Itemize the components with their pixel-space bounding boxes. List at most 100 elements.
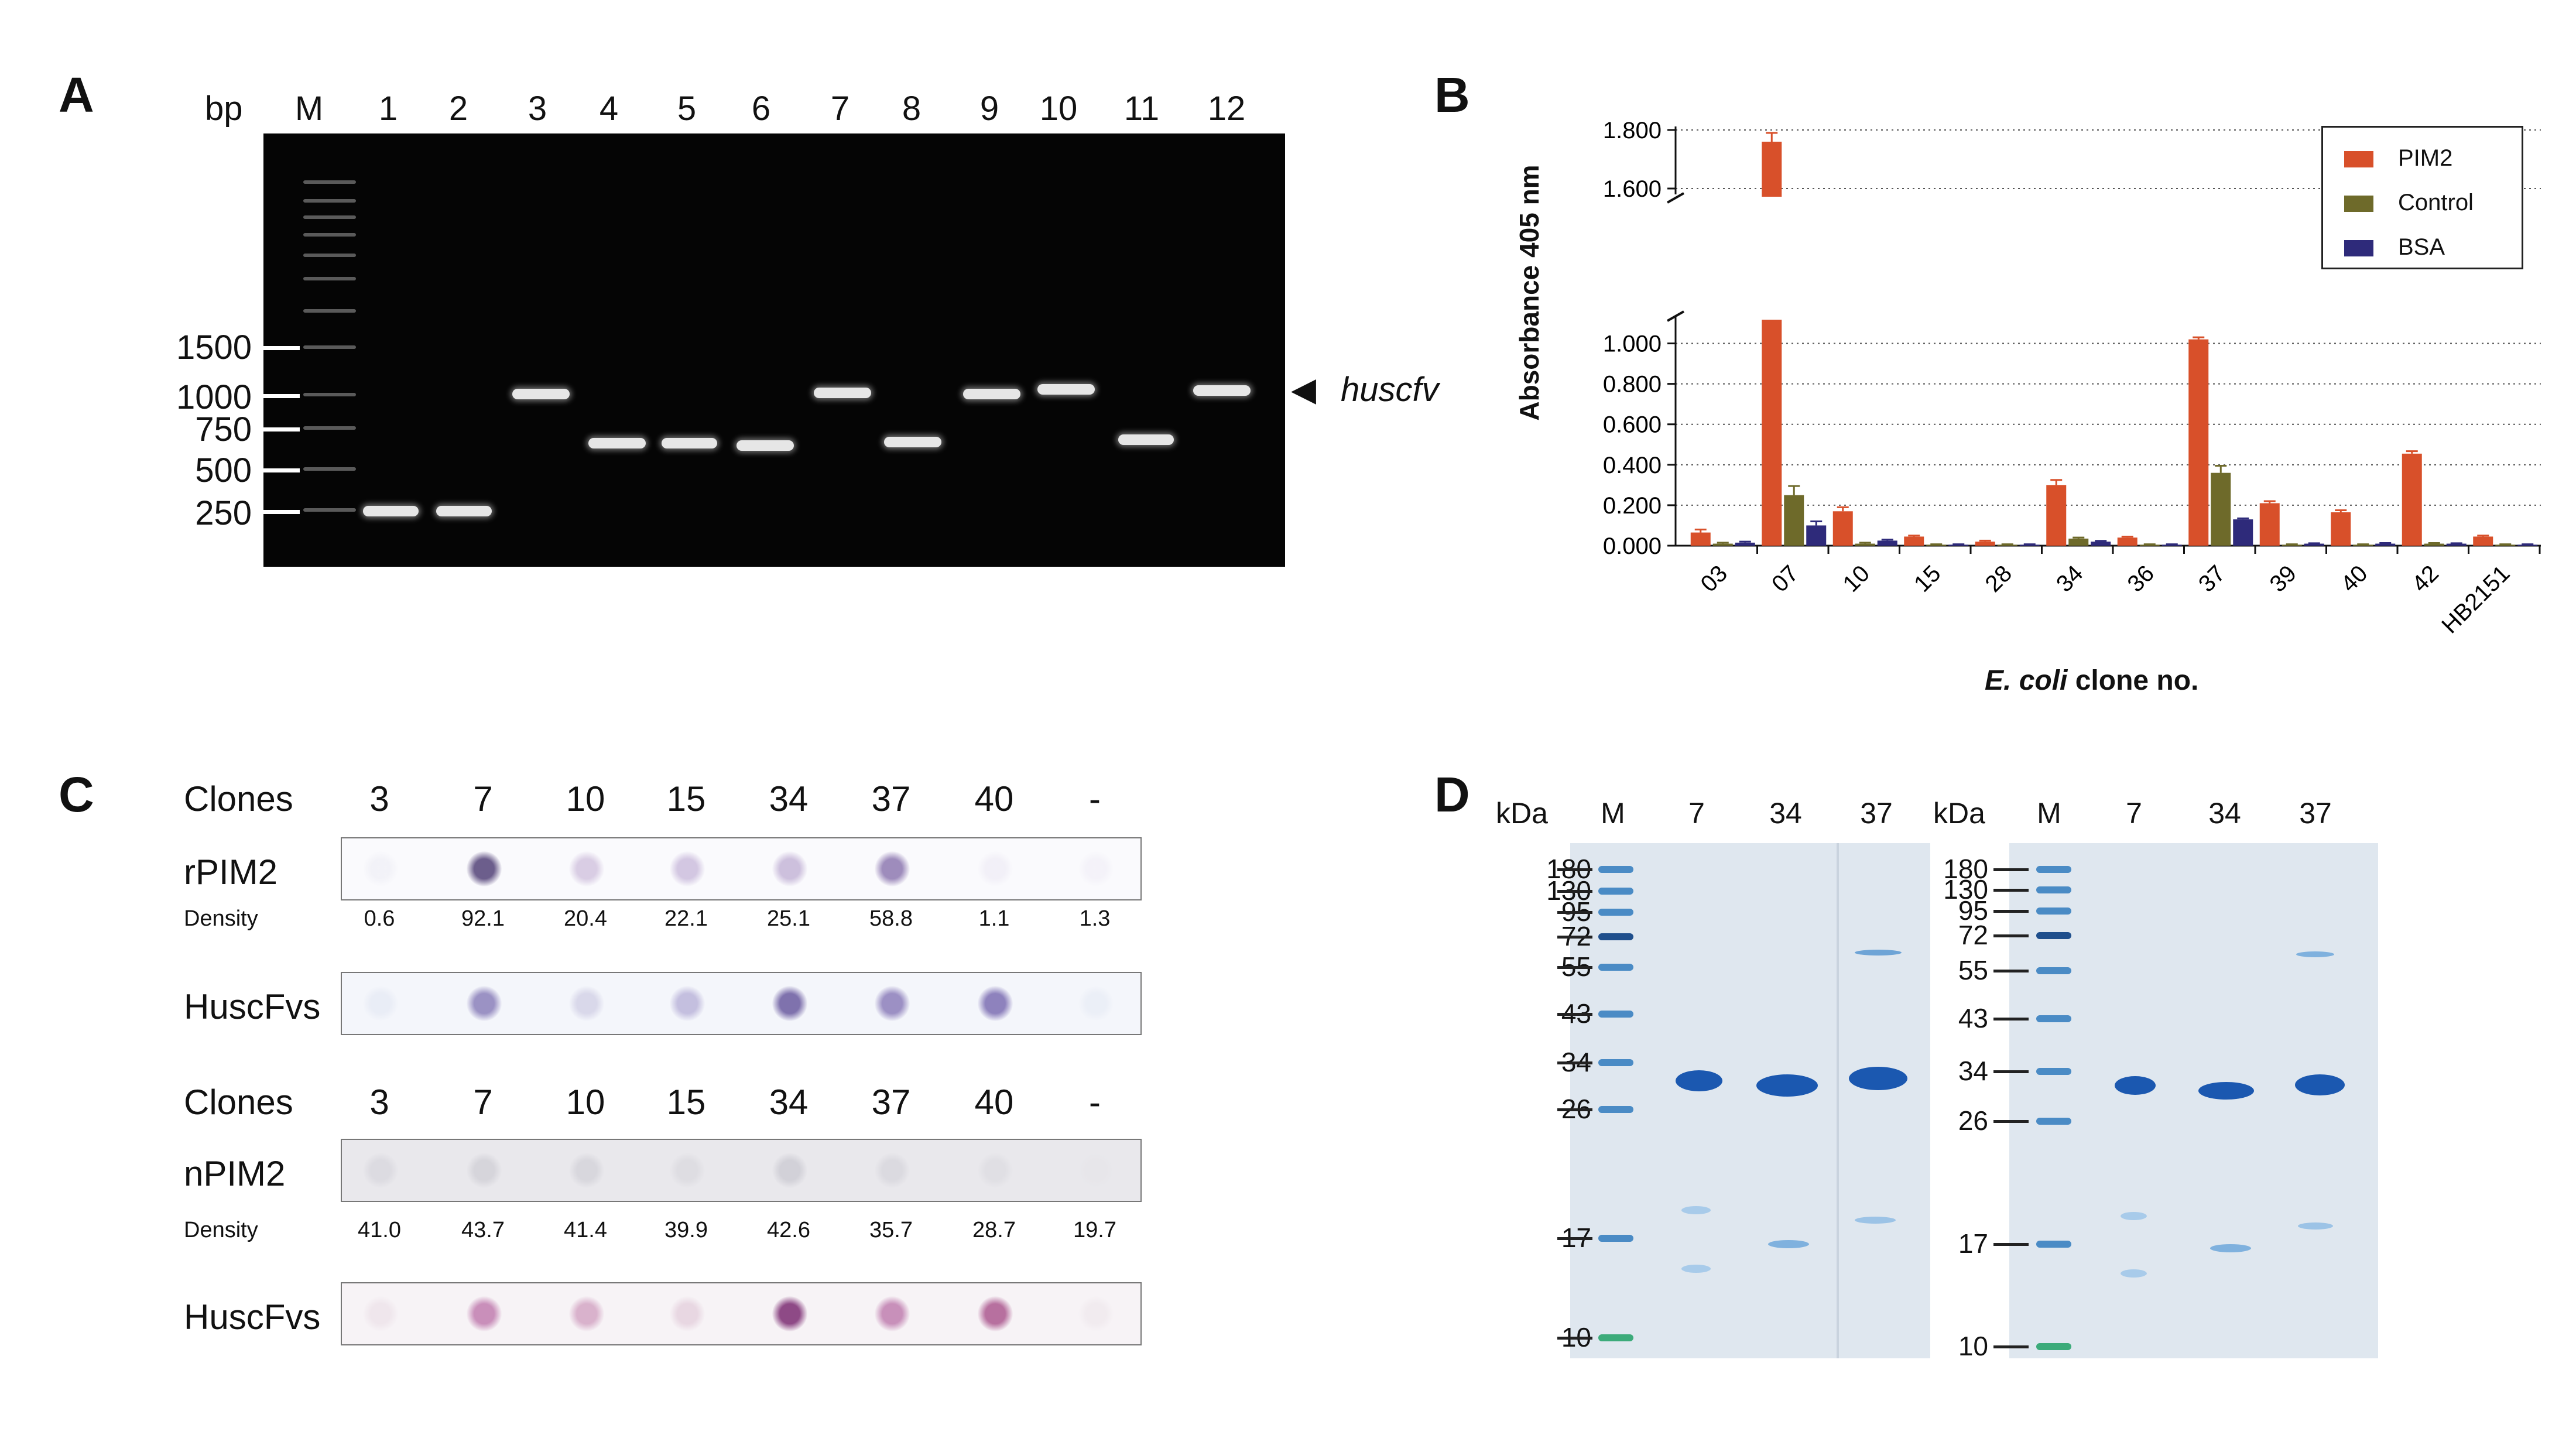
density-value: 35.7 (869, 1218, 913, 1242)
ladder-band (303, 199, 356, 203)
protein-band (2298, 1222, 2333, 1230)
protein-band (2198, 1082, 2254, 1100)
ladder-band (2036, 908, 2071, 915)
legend-label-pim2: PIM2 (2398, 145, 2453, 171)
mw-marker-tick (1557, 890, 1592, 893)
mw-marker-tick (1993, 889, 2029, 892)
x-axis-title-rest: clone no. (2067, 665, 2199, 696)
dna-band-lane-6 (737, 440, 794, 451)
mw-marker-label: 43 (1958, 1003, 1988, 1033)
blot-dot (875, 986, 910, 1021)
clone-number: 7 (473, 1083, 493, 1122)
protein-band (2121, 1269, 2147, 1278)
y-tick-label: 0.800 (1603, 372, 1662, 398)
bar-bsa-15 (1948, 544, 1969, 546)
lane-label-37-right: 37 (2299, 797, 2332, 830)
clone-number: 10 (566, 1083, 605, 1122)
bar-control-34 (2068, 538, 2089, 546)
lane-label-7-left: 7 (1688, 797, 1705, 830)
bp-label: bp (205, 90, 243, 128)
dna-band-lane-11 (1118, 434, 1174, 445)
clones-header-2: Clones (184, 1083, 293, 1122)
gel-lane-label: 10 (1039, 90, 1078, 128)
ladder-band (2036, 866, 2071, 873)
panel-b-label: B (1434, 67, 1470, 122)
ladder-band (1598, 1059, 1633, 1066)
dot-blot-strip-rpim2 (341, 837, 1142, 900)
ladder-band (2036, 932, 2071, 939)
blot-dot (569, 1296, 604, 1331)
bar-pim2-36 (2117, 537, 2137, 546)
y-tick-label: 1.800 (1603, 118, 1662, 143)
ladder-band (303, 215, 356, 219)
gel-lane-label: 7 (830, 90, 850, 128)
gel-lane-label: 4 (599, 90, 619, 128)
mw-marker-tick (1557, 1061, 1592, 1064)
bar-pim2-28 (1975, 542, 1995, 546)
dna-band-lane-1 (363, 506, 419, 516)
blot-dot (569, 986, 604, 1021)
ladder-band (2036, 886, 2071, 893)
bp-marker: 1500 (176, 328, 252, 367)
dot-blot-strip-huscfvs-2 (341, 1282, 1142, 1345)
mw-marker-label: 10 (1958, 1331, 1988, 1361)
density-value: 28.7 (972, 1218, 1016, 1242)
lane-label-m-left: M (1601, 797, 1625, 830)
mw-marker-tick (1993, 1120, 2029, 1123)
clone-number: 10 (566, 779, 605, 819)
mw-marker-tick (1993, 868, 2029, 871)
blot-dot (670, 986, 705, 1021)
ladder-band (303, 254, 356, 257)
density-value: 19.7 (1073, 1218, 1116, 1242)
mw-marker-tick (1993, 1070, 2029, 1073)
blot-dot (978, 1296, 1013, 1331)
mw-marker-tick (1993, 1243, 2029, 1246)
bar-bsa-34 (2091, 542, 2111, 546)
bar-control-03 (1712, 543, 1733, 546)
x-tick-label: 34 (2051, 560, 2088, 597)
bp-marker: 750 (195, 410, 252, 448)
dna-band-lane-12 (1193, 385, 1251, 396)
x-tick-label: HB2151 (2437, 560, 2515, 638)
gel-lane-label: 6 (751, 90, 771, 128)
y-tick-label: 0.400 (1603, 453, 1662, 478)
density-value: 42.6 (767, 1218, 810, 1242)
legend-label-control: Control (2398, 190, 2474, 215)
dna-band-lane-3 (512, 389, 570, 399)
dna-band-lane-2 (436, 506, 492, 516)
ladder-band (303, 508, 356, 512)
clone-number: 3 (369, 779, 389, 819)
blot-dot (772, 1153, 807, 1188)
bar-bsa-42 (2446, 543, 2467, 546)
bp-tick (263, 510, 300, 514)
blot-dot (772, 986, 807, 1021)
blot-dot (467, 986, 502, 1021)
y-tick-label: 1.600 (1603, 176, 1662, 202)
protein-band (1676, 1070, 1722, 1091)
ladder-band (303, 309, 356, 313)
blot-dot (772, 1296, 807, 1331)
blot-dot (467, 1153, 502, 1188)
density-value: 43.7 (461, 1218, 505, 1242)
density-value: 22.1 (664, 906, 708, 931)
bar-control-HB2151 (2495, 544, 2516, 546)
bar-pim2-HB2151 (2473, 536, 2493, 546)
protein-band (1768, 1240, 1809, 1248)
x-axis-title-italic: E. coli (1985, 665, 2068, 696)
y-tick-label: 0.200 (1603, 493, 1662, 519)
lane-label-m-right: M (2037, 797, 2061, 830)
legend-swatch-control (2344, 196, 2373, 212)
bar-pim2-07-upper (1762, 142, 1782, 197)
blot-dot (772, 851, 807, 886)
lane-label-34-right: 34 (2208, 797, 2241, 830)
blot-dot (978, 851, 1013, 886)
kda-label-left: kDa (1496, 797, 1548, 830)
mw-marker-tick (1557, 966, 1592, 969)
x-tick-label: 37 (2194, 560, 2231, 597)
ladder-band (2036, 1015, 2071, 1022)
bar-control-15 (1926, 544, 1947, 546)
dot-blot-strip-huscfvs-1 (341, 972, 1142, 1035)
ladder-band (303, 426, 356, 430)
blot-dot (569, 1153, 604, 1188)
x-tick-label: 40 (2336, 560, 2373, 597)
